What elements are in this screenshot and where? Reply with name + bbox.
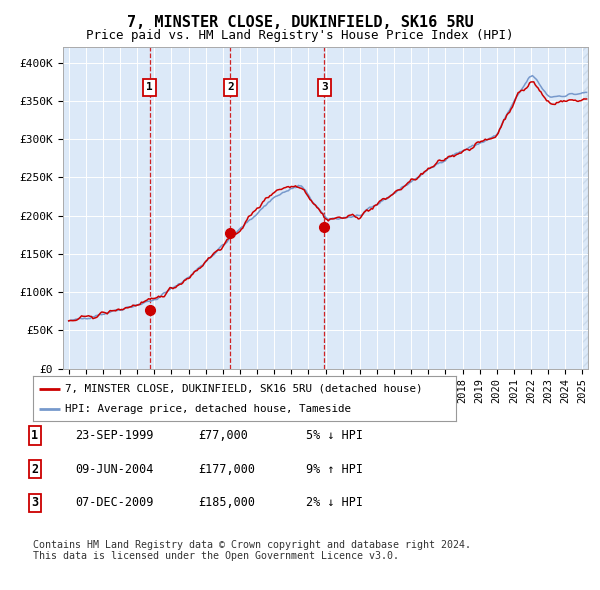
Text: 23-SEP-1999: 23-SEP-1999 xyxy=(75,429,154,442)
Text: 9% ↑ HPI: 9% ↑ HPI xyxy=(306,463,363,476)
Text: Price paid vs. HM Land Registry's House Price Index (HPI): Price paid vs. HM Land Registry's House … xyxy=(86,30,514,42)
Text: 09-JUN-2004: 09-JUN-2004 xyxy=(75,463,154,476)
Text: 1: 1 xyxy=(31,429,38,442)
Text: 1: 1 xyxy=(146,83,153,93)
Text: 3: 3 xyxy=(321,83,328,93)
Text: £177,000: £177,000 xyxy=(198,463,255,476)
Text: HPI: Average price, detached house, Tameside: HPI: Average price, detached house, Tame… xyxy=(65,404,351,414)
Text: 2: 2 xyxy=(31,463,38,476)
Text: Contains HM Land Registry data © Crown copyright and database right 2024.
This d: Contains HM Land Registry data © Crown c… xyxy=(33,540,471,562)
Text: £185,000: £185,000 xyxy=(198,496,255,509)
Text: 7, MINSTER CLOSE, DUKINFIELD, SK16 5RU: 7, MINSTER CLOSE, DUKINFIELD, SK16 5RU xyxy=(127,15,473,30)
Text: 07-DEC-2009: 07-DEC-2009 xyxy=(75,496,154,509)
Text: 3: 3 xyxy=(31,496,38,509)
Text: 5% ↓ HPI: 5% ↓ HPI xyxy=(306,429,363,442)
Text: 2: 2 xyxy=(227,83,233,93)
Text: 2% ↓ HPI: 2% ↓ HPI xyxy=(306,496,363,509)
Text: 7, MINSTER CLOSE, DUKINFIELD, SK16 5RU (detached house): 7, MINSTER CLOSE, DUKINFIELD, SK16 5RU (… xyxy=(65,384,422,394)
Text: £77,000: £77,000 xyxy=(198,429,248,442)
Bar xyxy=(583,47,588,369)
